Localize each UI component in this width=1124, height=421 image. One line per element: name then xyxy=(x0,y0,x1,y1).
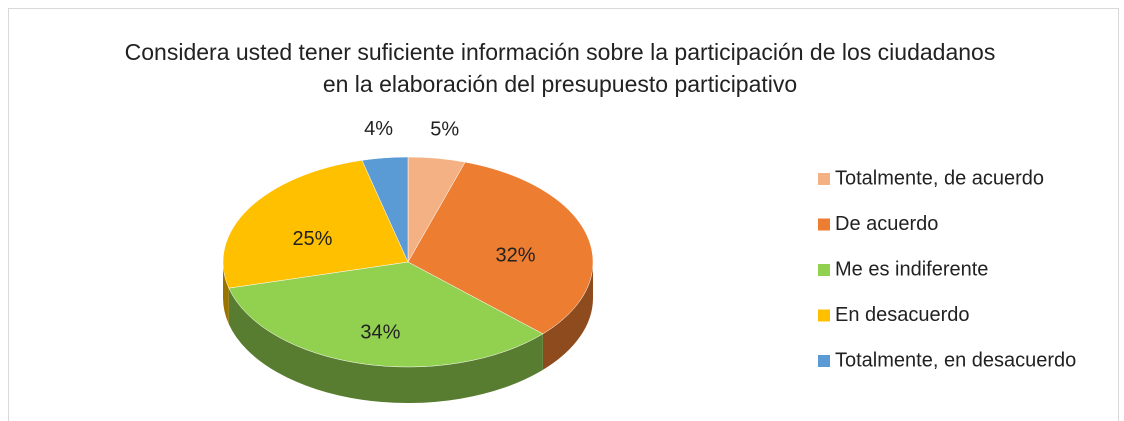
legend-label: Totalmente, de acuerdo xyxy=(835,167,1044,189)
chart-border xyxy=(8,8,1119,421)
pie-side xyxy=(223,262,229,325)
pie-side xyxy=(228,288,543,403)
legend-swatch xyxy=(818,355,830,367)
legend-swatch xyxy=(818,173,830,185)
legend-label: Me es indiferente xyxy=(835,258,988,280)
pie-slice xyxy=(222,160,409,289)
pie-side xyxy=(542,262,593,370)
legend-swatch xyxy=(818,309,830,322)
chart-title: Considera usted tener suficiente informa… xyxy=(124,39,996,97)
data-label: 5% xyxy=(430,119,459,141)
data-label: 32% xyxy=(495,245,535,267)
data-label: 4% xyxy=(364,118,393,140)
legend-swatch xyxy=(818,264,830,276)
pie-slice xyxy=(228,261,544,368)
data-label: 25% xyxy=(292,228,332,250)
legend-swatch xyxy=(818,218,830,231)
pie-slice xyxy=(361,156,409,263)
data-label: 34% xyxy=(360,321,400,343)
legend-label: De acuerdo xyxy=(835,213,938,235)
legend-label: En desacuerdo xyxy=(835,304,970,326)
pie-slice xyxy=(407,161,594,335)
legend-label: Totalmente, en desacuerdo xyxy=(835,349,1076,371)
